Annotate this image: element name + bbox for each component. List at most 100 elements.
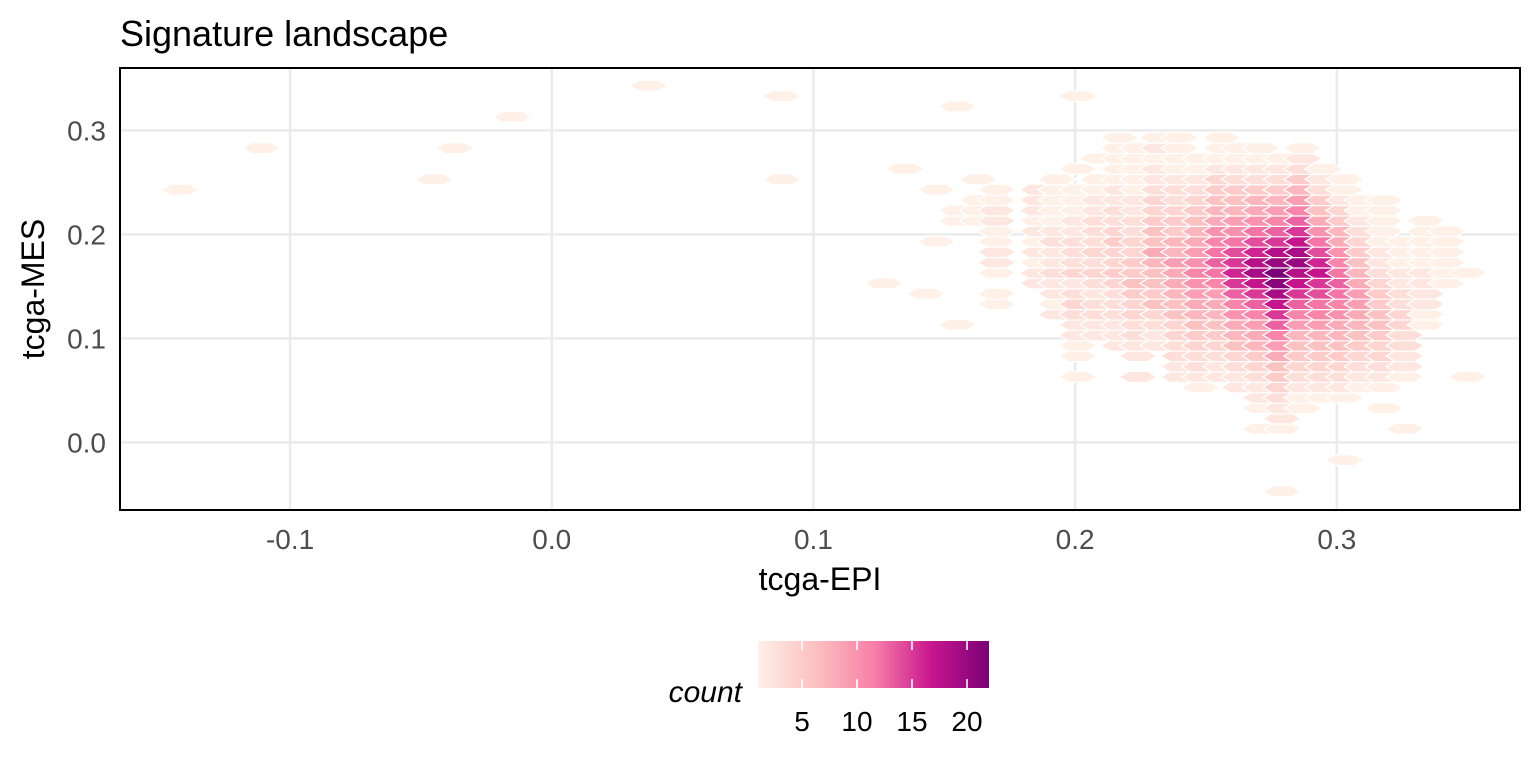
hex-cell	[1384, 360, 1426, 373]
hex-cell	[1282, 402, 1323, 415]
legend-colorbar	[758, 641, 989, 688]
hex-cell	[1240, 142, 1282, 155]
hex-cell	[1261, 412, 1303, 425]
hex-cell	[976, 287, 1017, 300]
hex-cell	[884, 162, 926, 175]
hex-cell	[160, 183, 201, 196]
hex-cell	[241, 142, 282, 155]
hex-cell	[1159, 142, 1200, 155]
hex-cell	[1057, 370, 1098, 383]
hex-cell	[1324, 391, 1365, 404]
hex-cell	[1303, 162, 1344, 175]
hex-cell	[976, 266, 1017, 279]
hex-cell	[976, 183, 1017, 196]
legend-title: count	[669, 676, 744, 709]
hex-cell	[1426, 225, 1467, 238]
hex-cell	[1180, 381, 1221, 394]
y-axis-ticks: 0.0 0.1 0.2 0.3	[67, 115, 106, 458]
hex-cell	[1363, 381, 1405, 394]
hex-cell	[1057, 89, 1098, 103]
x-tick-label: 0.2	[1056, 524, 1095, 555]
legend-tick-label: 20	[951, 706, 982, 737]
hex-cell	[1384, 329, 1426, 342]
hex-cell	[1384, 422, 1426, 435]
x-tick-label: -0.1	[266, 524, 314, 555]
hex-cell	[1324, 454, 1365, 467]
hex-cell	[1036, 173, 1077, 186]
hex-cell	[1405, 214, 1446, 227]
hex-cell	[937, 100, 978, 113]
x-axis-label: tcga-EPI	[759, 561, 882, 597]
hex-cell	[434, 142, 476, 155]
hex-cell	[937, 318, 978, 331]
hexbin-cells	[160, 79, 1488, 498]
hex-cell	[1282, 152, 1323, 165]
hex-cell	[1384, 339, 1426, 352]
hex-cell	[1117, 370, 1159, 383]
hex-cell	[1363, 214, 1405, 227]
hex-cell	[1282, 142, 1323, 155]
hex-cell	[1057, 162, 1098, 175]
x-axis-ticks: -0.1 0.0 0.1 0.2 0.3	[266, 524, 1356, 555]
hex-cell	[905, 287, 947, 300]
legend-tick-label: 15	[896, 706, 927, 737]
hex-cell	[1261, 422, 1303, 435]
hex-cell	[1405, 318, 1446, 331]
hex-cell	[958, 173, 999, 186]
hex-cell	[492, 110, 533, 124]
hex-cell	[1363, 194, 1405, 207]
hex-cell	[1405, 298, 1446, 311]
hex-cell	[761, 89, 803, 103]
hex-cell	[1363, 204, 1405, 217]
hex-cell	[1363, 402, 1405, 415]
hex-cell	[976, 225, 1017, 238]
hex-cell	[916, 183, 957, 196]
legend-tick-label: 10	[841, 706, 872, 737]
hex-cell	[1405, 308, 1446, 321]
x-tick-label: 0.1	[794, 524, 833, 555]
y-axis-label: tcga-MES	[15, 219, 51, 359]
hex-cell	[1384, 350, 1426, 363]
hex-cell	[413, 173, 455, 186]
hex-cell	[1447, 266, 1488, 279]
hex-cell	[1363, 225, 1405, 238]
x-tick-label: 0.3	[1317, 524, 1356, 555]
hex-cell	[976, 204, 1017, 217]
hex-cell	[1426, 277, 1467, 290]
hex-cell	[1159, 131, 1200, 144]
hex-cell	[1405, 287, 1446, 300]
hex-cell	[1426, 235, 1467, 248]
hex-cell	[1447, 370, 1488, 383]
color-legend: count 5 10 15 20	[669, 641, 989, 737]
hex-cell	[916, 235, 957, 248]
panel-border	[119, 67, 1521, 511]
y-tick-label: 0.2	[67, 219, 106, 250]
hex-cell	[976, 298, 1017, 311]
y-tick-label: 0.1	[67, 323, 106, 354]
hex-cell	[1057, 350, 1098, 363]
y-tick-label: 0.0	[67, 427, 106, 458]
chart-title: Signature landscape	[120, 13, 448, 54]
hex-cell	[976, 194, 1017, 207]
hex-cell	[1201, 131, 1242, 144]
hex-cell	[1099, 131, 1140, 144]
hex-cell	[1324, 183, 1365, 196]
legend-ticks: 5 10 15 20	[794, 641, 983, 737]
hex-cell	[976, 256, 1017, 269]
hex-cell	[976, 235, 1017, 248]
hex-cell	[1324, 173, 1365, 186]
hex-cell	[1426, 246, 1467, 259]
hex-cell	[1117, 350, 1159, 363]
hex-cell	[1261, 485, 1303, 498]
hex-cell	[863, 277, 905, 290]
hex-cell	[761, 173, 803, 186]
legend-tick-label: 5	[794, 706, 810, 737]
hex-cell	[1426, 256, 1467, 269]
hex-cell	[1384, 370, 1426, 383]
hex-cell	[976, 246, 1017, 259]
hex-cell	[628, 79, 669, 92]
y-tick-label: 0.3	[67, 115, 106, 146]
x-tick-label: 0.0	[532, 524, 571, 555]
hex-cell	[976, 214, 1017, 227]
